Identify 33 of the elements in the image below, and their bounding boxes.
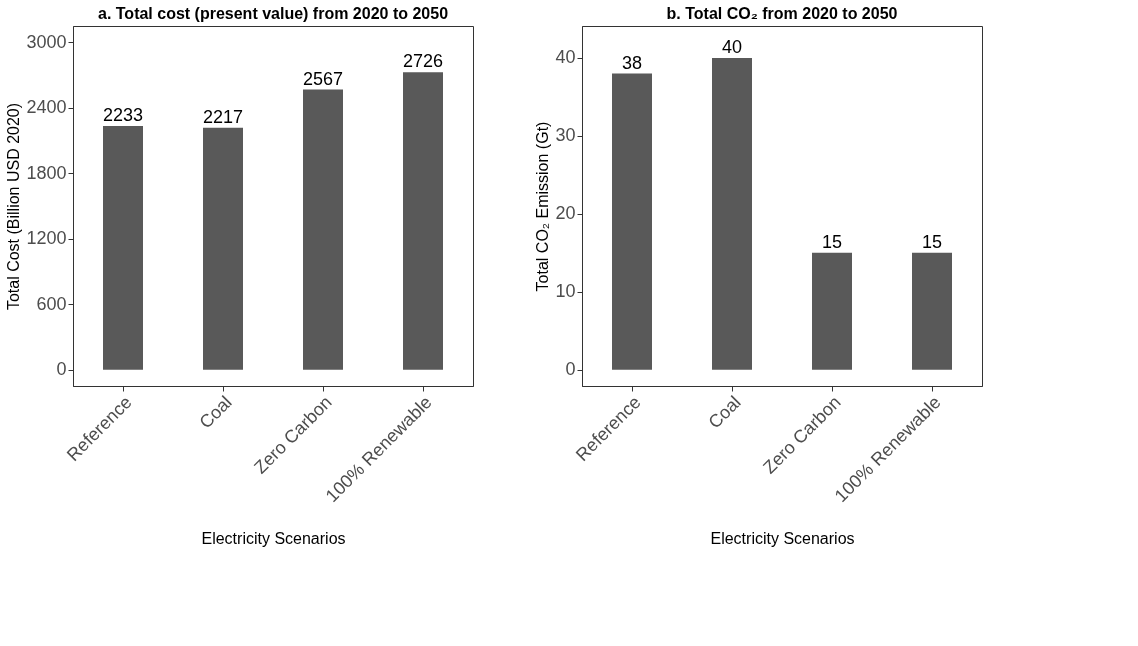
y-axis-title: Total CO₂ Emission (Gt) bbox=[534, 121, 552, 292]
data-label: 2726 bbox=[402, 51, 444, 72]
y-tick-label: 3000 bbox=[26, 31, 67, 52]
data-label: 2217 bbox=[202, 106, 244, 127]
data-label: 15 bbox=[821, 231, 843, 252]
data-label: 2567 bbox=[302, 68, 344, 89]
y-tick-label: 30 bbox=[555, 125, 576, 146]
y-tick-label: 2400 bbox=[26, 97, 67, 118]
data-label: 15 bbox=[921, 231, 943, 252]
x-axis-title: Electricity Scenarios bbox=[201, 530, 346, 547]
bar bbox=[303, 89, 343, 370]
y-tick-label: 0 bbox=[565, 359, 576, 380]
y-tick-label: 20 bbox=[555, 203, 576, 224]
y-tick-label: 600 bbox=[36, 293, 67, 314]
y-tick-label: 1800 bbox=[26, 162, 67, 183]
data-label: 2233 bbox=[102, 105, 144, 126]
data-label: 38 bbox=[621, 52, 643, 73]
bar bbox=[203, 127, 243, 370]
y-tick-label: 0 bbox=[56, 359, 67, 380]
bar bbox=[103, 126, 143, 370]
bar bbox=[812, 252, 852, 370]
y-tick-label: 1200 bbox=[26, 228, 67, 249]
y-tick-label: 10 bbox=[555, 281, 576, 302]
chart-title: b. Total CO₂ from 2020 to 2050 bbox=[666, 5, 898, 22]
bar bbox=[712, 57, 752, 370]
chart-title: a. Total cost (present value) from 2020 to 2050 bbox=[97, 5, 449, 22]
bar bbox=[912, 252, 952, 370]
data-label: 40 bbox=[721, 36, 743, 57]
y-tick-label: 40 bbox=[555, 47, 576, 68]
y-axis-title: Total Cost (Billion USD 2020) bbox=[5, 102, 23, 311]
x-axis-title: Electricity Scenarios bbox=[710, 530, 855, 547]
bar bbox=[403, 72, 443, 370]
bar bbox=[612, 73, 652, 370]
